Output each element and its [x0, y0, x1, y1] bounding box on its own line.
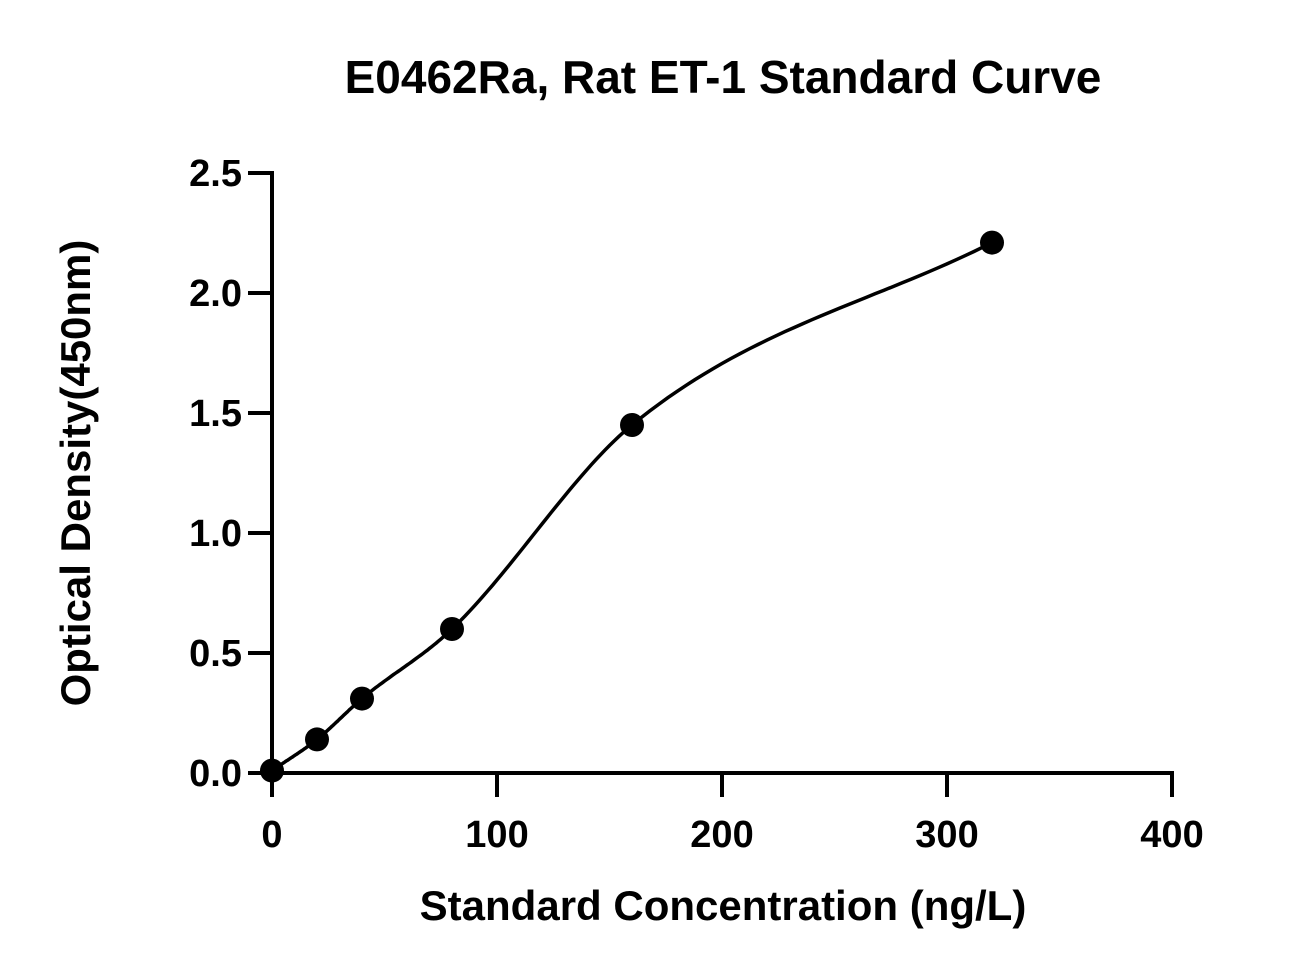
- y-tick-label: 0.5: [189, 633, 242, 675]
- data-point: [350, 686, 374, 711]
- y-tick-label: 0.0: [189, 753, 242, 795]
- y-axis-label: Optical Density(450nm): [52, 240, 99, 707]
- data-point: [440, 617, 464, 641]
- data-point: [260, 758, 284, 783]
- chart-title: E0462Ra, Rat ET-1 Standard Curve: [345, 51, 1102, 103]
- x-axis-label: Standard Concentration (ng/L): [420, 882, 1027, 929]
- data-points: [260, 230, 1004, 783]
- data-point: [980, 230, 1004, 255]
- x-ticks: 0 100 200 300 400: [261, 773, 1204, 856]
- x-tick-label: 200: [690, 814, 753, 856]
- x-tick-label: 400: [1140, 814, 1203, 856]
- y-tick-label: 2.0: [189, 273, 242, 315]
- data-point: [305, 727, 329, 752]
- axes: [270, 171, 1174, 775]
- y-ticks: 0.0 0.5 1.0 1.5 2.0 2.5: [189, 153, 272, 795]
- x-tick-label: 300: [915, 814, 978, 856]
- y-tick-label: 1.5: [189, 393, 242, 435]
- y-tick-label: 2.5: [189, 153, 242, 195]
- data-point: [620, 413, 644, 437]
- y-tick-label: 1.0: [189, 513, 242, 555]
- x-tick-label: 0: [261, 814, 282, 856]
- x-tick-label: 100: [465, 814, 528, 856]
- fitted-curve: [270, 241, 993, 773]
